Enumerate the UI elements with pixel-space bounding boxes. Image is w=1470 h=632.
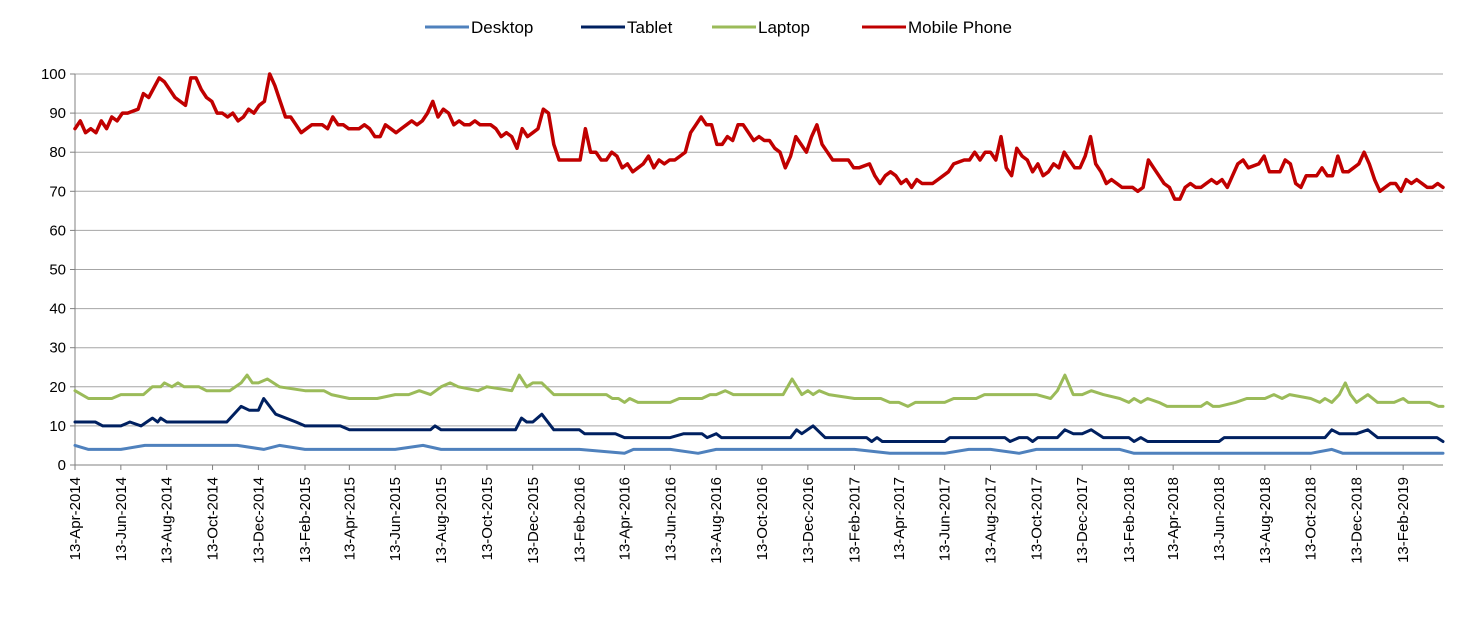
y-tick-label: 80 (49, 144, 66, 161)
y-tick-label: 0 (58, 457, 66, 474)
x-tick-label: 13-Apr-2014 (67, 477, 84, 560)
x-tick-label: 13-Jun-2017 (937, 477, 954, 561)
x-tick-label: 13-Dec-2018 (1349, 477, 1366, 564)
series-line-tablet (73, 397, 1445, 443)
series-line-desktop (73, 443, 1445, 455)
x-tick-label: 13-Feb-2016 (571, 477, 588, 563)
x-tick-label: 13-Oct-2014 (205, 477, 222, 560)
x-tick-label: 13-Jun-2015 (387, 477, 404, 561)
y-tick-label: 60 (49, 222, 66, 239)
x-tick-label: 13-Apr-2015 (341, 477, 358, 560)
series-line-laptop (73, 373, 1445, 408)
x-tick-label: 13-Apr-2018 (1165, 477, 1182, 560)
x-tick-label: 13-Dec-2014 (250, 477, 267, 564)
gridlines (75, 73, 1443, 466)
x-tick-label: 13-Feb-2019 (1395, 477, 1412, 563)
x-tick-label: 13-Jun-2016 (662, 477, 679, 561)
x-tick-label: 13-Feb-2017 (846, 477, 863, 563)
y-tick-label: 10 (49, 418, 66, 435)
x-tick-label: 13-Aug-2017 (983, 477, 1000, 564)
x-tick-label: 13-Dec-2016 (800, 477, 817, 564)
legend: Desktop Tablet Laptop Mobile Phone (425, 18, 1012, 37)
x-tick-label: 13-Aug-2015 (433, 477, 450, 564)
x-tick-label: 13-Aug-2016 (708, 477, 725, 564)
y-tick-label: 90 (49, 105, 66, 122)
series-line-mobile-phone (73, 72, 1445, 201)
x-tick-label: 13-Aug-2014 (159, 477, 176, 564)
legend-label-desktop: Desktop (471, 18, 533, 37)
x-tick-label: 13-Feb-2015 (297, 477, 314, 563)
y-tick-label: 70 (49, 183, 66, 200)
x-tick-label: 13-Apr-2017 (891, 477, 908, 560)
x-tick-label: 13-Oct-2016 (754, 477, 771, 560)
x-tick-label: 13-Jun-2018 (1211, 477, 1228, 561)
x-tick-label: 13-Jun-2014 (113, 477, 130, 561)
y-tick-label: 100 (41, 66, 66, 83)
legend-label-mobile-phone: Mobile Phone (908, 18, 1012, 37)
series-lines (73, 72, 1445, 455)
y-tick-label: 50 (49, 262, 66, 279)
x-tick-label: 13-Apr-2016 (616, 477, 633, 560)
x-tick-label: 13-Aug-2018 (1257, 477, 1274, 564)
y-axis: 0 10 20 30 40 50 60 70 80 90 100 (41, 66, 76, 474)
x-tick-label: 13-Oct-2017 (1028, 477, 1045, 560)
x-tick-label: 13-Feb-2018 (1121, 477, 1138, 563)
y-tick-label: 30 (49, 340, 66, 357)
x-tick-label: 13-Oct-2015 (479, 477, 496, 560)
legend-label-tablet: Tablet (627, 18, 673, 37)
y-tick-label: 20 (49, 379, 66, 396)
x-axis: 13-Apr-2014 13-Jun-2014 13-Aug-2014 13-Oct-… (67, 465, 1412, 564)
x-tick-label: 13-Dec-2017 (1074, 477, 1091, 564)
x-tick-label: 13-Oct-2018 (1303, 477, 1320, 560)
x-tick-label: 13-Dec-2015 (525, 477, 542, 564)
y-tick-label: 40 (49, 301, 66, 318)
legend-label-laptop: Laptop (758, 18, 810, 37)
